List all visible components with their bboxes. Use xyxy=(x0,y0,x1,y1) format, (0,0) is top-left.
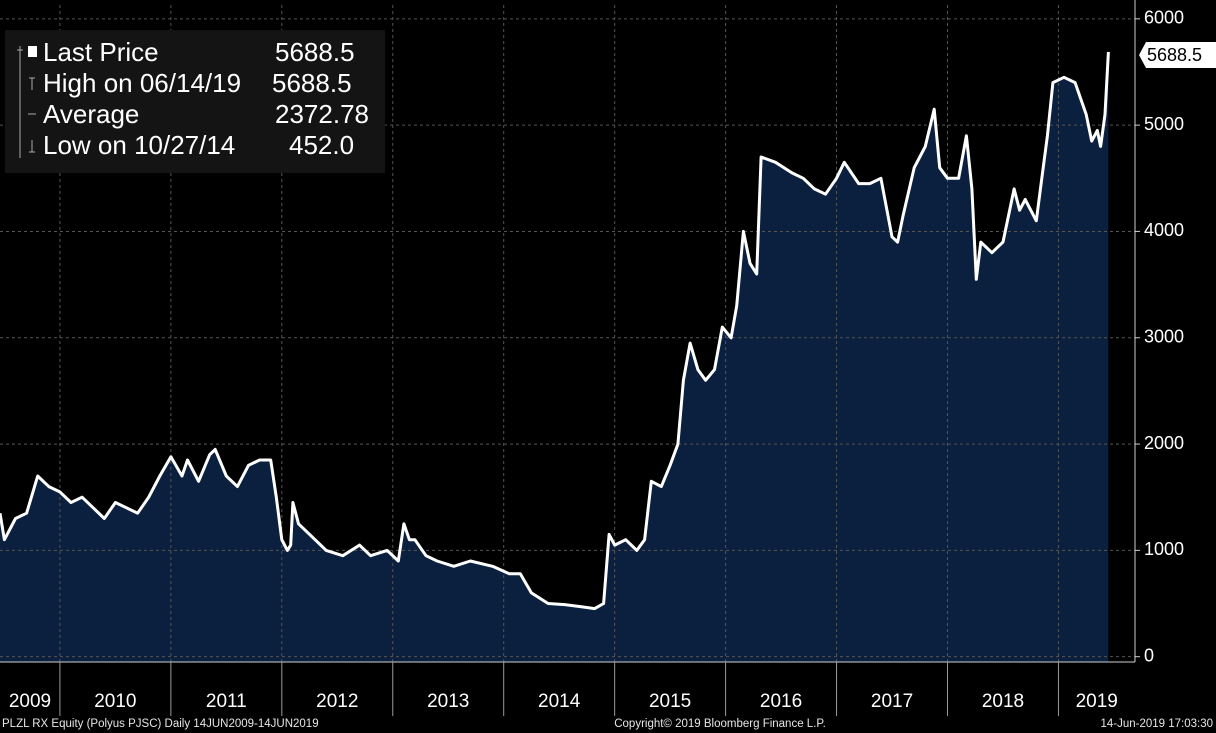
x-tick-label: 2015 xyxy=(649,691,691,712)
footer-center: Copyright© 2019 Bloomberg Finance L.P. xyxy=(614,718,826,730)
stat-value: 2372.78 xyxy=(275,99,369,129)
x-tick-label: 2018 xyxy=(982,691,1024,712)
x-tick-label: 2017 xyxy=(871,691,913,712)
y-tick-label: 1000 xyxy=(1144,539,1184,559)
legend-swatch xyxy=(28,46,37,57)
y-tick-label: 4000 xyxy=(1144,220,1184,240)
x-tick-label: 2009 xyxy=(9,691,51,712)
y-tick-label: 2000 xyxy=(1144,433,1184,453)
x-tick-label: 2012 xyxy=(316,691,358,712)
x-tick-label: 2011 xyxy=(206,691,247,712)
info-box xyxy=(5,30,385,173)
stat-label: Average xyxy=(43,99,139,129)
x-tick-label: 2014 xyxy=(538,691,581,712)
y-tick-label: 5000 xyxy=(1144,114,1184,134)
last-price-label: 5688.5 xyxy=(1147,45,1202,65)
price-line xyxy=(0,51,1110,611)
x-tick-label: 2013 xyxy=(427,691,469,712)
y-tick-label: 0 xyxy=(1144,645,1154,665)
y-tick-label: 3000 xyxy=(1144,327,1184,347)
stat-label: Low on 10/27/14 xyxy=(43,130,235,160)
footer-left: PLZL RX Equity (Polyus PJSC) Daily 14JUN… xyxy=(2,718,319,730)
x-tick-label: 2010 xyxy=(94,691,136,712)
x-tick-label: 2019 xyxy=(1076,691,1118,712)
last-price-tag xyxy=(1139,42,1216,68)
legend-glyphs xyxy=(17,46,36,158)
legend-label: Last Price xyxy=(43,37,159,67)
footer-right: 14-Jun-2019 17:03:30 xyxy=(1100,718,1213,730)
stat-value: 452.0 xyxy=(289,130,354,160)
stat-value: 5688.5 xyxy=(272,68,352,98)
stats: High on 06/14/19 5688.5 Average 2372.78 Low … xyxy=(43,68,369,160)
stat-label: High on 06/14/19 xyxy=(43,68,241,98)
legend-value: 5688.5 xyxy=(275,37,355,67)
y-tick-label: 6000 xyxy=(1144,8,1184,28)
x-tick-label: 2016 xyxy=(760,691,802,712)
